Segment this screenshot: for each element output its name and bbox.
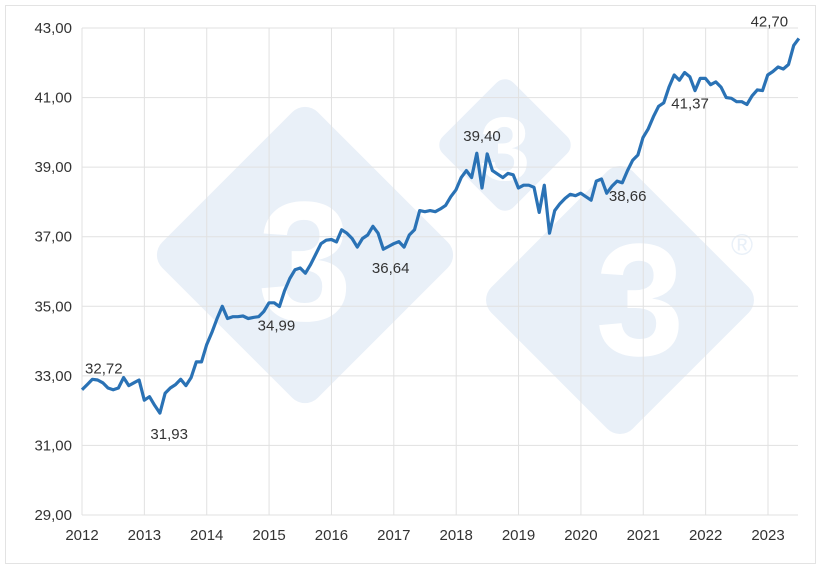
x-tick-label: 2021: [627, 527, 660, 544]
data-label: 39,40: [463, 128, 501, 145]
x-tick-label: 2016: [315, 527, 348, 544]
y-tick-label: 37,00: [34, 229, 72, 246]
y-tick-label: 31,00: [34, 437, 72, 454]
x-tick-label: 2012: [65, 527, 98, 544]
watermark-3-glyph-small: 3: [480, 100, 530, 200]
x-tick-label: 2018: [439, 527, 472, 544]
y-tick-label: 29,00: [34, 507, 72, 524]
data-label: 42,70: [751, 13, 789, 30]
y-tick-label: 43,00: [34, 20, 72, 37]
y-axis-ticks: 29,00 31,00 33,00 35,00 37,00 39,00 41,00 43,00: [34, 20, 72, 524]
annotations: 32,72 31,93 34,99 36,64 39,40 38,66 41,37 42,70: [85, 13, 788, 443]
x-tick-label: 2019: [502, 527, 535, 544]
x-tick-label: 2020: [564, 527, 597, 544]
chart-frame: [5, 5, 816, 564]
watermark-3-glyph-right: 3: [596, 210, 685, 389]
registered-mark-icon: ®: [731, 229, 753, 262]
x-tick-label: 2015: [252, 527, 285, 544]
x-axis-ticks: 2012 2013 2014 2015 2016 2017 2018 2019 2020 2021…: [65, 527, 784, 544]
x-tick-label: 2023: [751, 527, 784, 544]
x-tick-label: 2017: [377, 527, 410, 544]
data-label: 31,93: [150, 426, 188, 443]
x-tick-label: 2022: [689, 527, 722, 544]
watermark-diamond-large: [156, 106, 454, 404]
data-label: 32,72: [85, 361, 123, 378]
watermark-logo: 3 3 3 ®: [156, 79, 754, 434]
data-label: 38,66: [609, 188, 647, 205]
x-tick-label: 2013: [128, 527, 161, 544]
data-label: 36,64: [372, 260, 410, 277]
grid-lines: [81, 27, 798, 516]
y-tick-label: 41,00: [34, 90, 72, 107]
data-label: 34,99: [258, 318, 296, 335]
x-tick-label: 2014: [190, 527, 223, 544]
watermark-3-glyph: 3: [258, 167, 353, 357]
y-tick-label: 33,00: [34, 368, 72, 385]
data-line: [80, 37, 801, 415]
y-tick-label: 35,00: [34, 298, 72, 315]
y-tick-label: 39,00: [34, 159, 72, 176]
watermark-diamond-right: [486, 166, 754, 434]
data-label: 41,37: [671, 96, 709, 113]
